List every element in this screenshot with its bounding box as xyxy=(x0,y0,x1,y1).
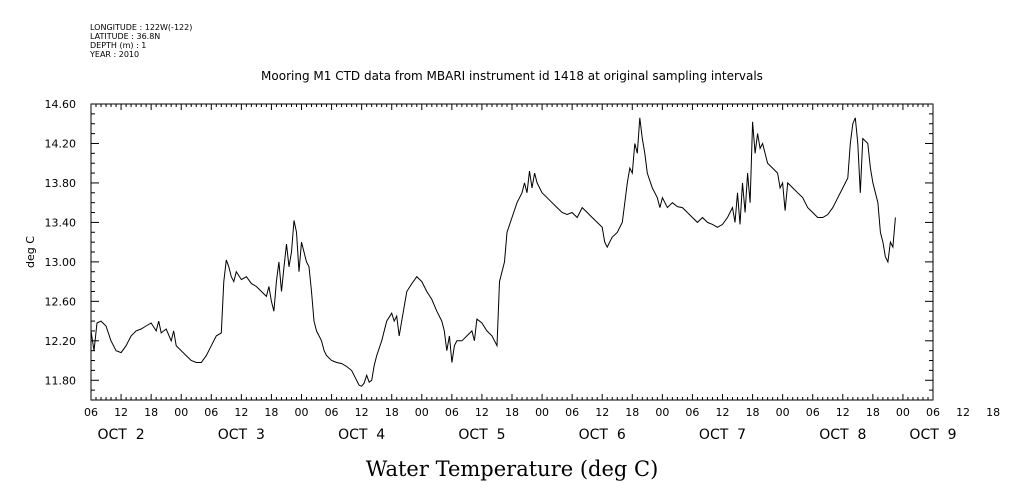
y-axis-label: deg C xyxy=(24,236,37,268)
x-tick-label: 06 xyxy=(84,406,98,419)
x-tick-label: 12 xyxy=(234,406,248,419)
x-tick-label: 18 xyxy=(866,406,880,419)
x-tick-label: 00 xyxy=(655,406,669,419)
x-tick-label: 18 xyxy=(625,406,639,419)
y-tick-label: 13.40 xyxy=(45,216,77,229)
y-tick-label: 12.60 xyxy=(45,295,77,308)
x-tick-label: 18 xyxy=(505,406,519,419)
x-day-label: OCT 9 xyxy=(909,427,956,443)
y-tick-label: 14.20 xyxy=(45,137,77,150)
x-tick-label: 06 xyxy=(325,406,339,419)
x-tick-label: 06 xyxy=(685,406,699,419)
x-tick-label: 12 xyxy=(716,406,730,419)
x-day-label: OCT 4 xyxy=(338,427,385,443)
x-axis-label: Water Temperature (deg C) xyxy=(366,457,659,481)
x-tick-label: 00 xyxy=(295,406,309,419)
x-tick-label: 12 xyxy=(956,406,970,419)
x-tick-labels: 06 12 18 00 06 12 18 00 06 12 18 00 06 12 18 00 06 12 18 00… xyxy=(84,406,1000,419)
x-tick-label: 00 xyxy=(174,406,188,419)
meta-year: YEAR : 2010 xyxy=(89,50,139,59)
x-tick-label: 06 xyxy=(204,406,218,419)
meta-depth: DEPTH (m) : 1 xyxy=(90,41,146,50)
x-tick-label: 12 xyxy=(836,406,850,419)
x-tick-label: 18 xyxy=(986,406,1000,419)
x-day-label: OCT 7 xyxy=(699,427,746,443)
x-day-label: OCT 2 xyxy=(97,427,144,443)
y-tick-label: 11.80 xyxy=(45,374,77,387)
axis-ticks xyxy=(90,103,934,401)
x-tick-label: 00 xyxy=(535,406,549,419)
y-tick-labels: 11.80 12.20 12.60 13.00 13.40 13.80 14.20 14.60 xyxy=(45,98,77,387)
x-day-label: OCT 6 xyxy=(579,427,626,443)
y-tick-label: 12.20 xyxy=(45,335,77,348)
water-temperature-line xyxy=(90,117,896,387)
x-tick-label: 06 xyxy=(806,406,820,419)
y-tick-label: 13.00 xyxy=(45,256,77,269)
x-tick-label: 06 xyxy=(565,406,579,419)
y-tick-label: 14.60 xyxy=(45,98,77,111)
x-tick-label: 12 xyxy=(355,406,369,419)
x-tick-label: 12 xyxy=(114,406,128,419)
meta-latitude: LATITUDE : 36.8N xyxy=(90,32,160,41)
x-tick-label: 12 xyxy=(475,406,489,419)
x-tick-label: 12 xyxy=(595,406,609,419)
x-tick-label: 18 xyxy=(144,406,158,419)
x-day-label: OCT 5 xyxy=(458,427,505,443)
header-meta: LONGITUDE : 122W(-122) LATITUDE : 36.8N … xyxy=(89,23,192,59)
x-tick-label: 00 xyxy=(415,406,429,419)
x-tick-label: 18 xyxy=(385,406,399,419)
chart-title: Mooring M1 CTD data from MBARI instrumen… xyxy=(261,69,763,83)
x-tick-label: 06 xyxy=(445,406,459,419)
x-day-labels: OCT 2 OCT 3 OCT 4 OCT 5 OCT 6 OCT 7 OCT 8 OCT 9 xyxy=(97,427,956,443)
x-day-label: OCT 3 xyxy=(218,427,265,443)
x-tick-label: 06 xyxy=(926,406,940,419)
y-tick-label: 13.80 xyxy=(45,177,77,190)
meta-longitude: LONGITUDE : 122W(-122) xyxy=(90,23,192,32)
x-tick-label: 00 xyxy=(776,406,790,419)
x-day-label: OCT 8 xyxy=(819,427,866,443)
x-tick-label: 18 xyxy=(264,406,278,419)
x-tick-label: 00 xyxy=(896,406,910,419)
x-tick-label: 18 xyxy=(746,406,760,419)
plot-frame xyxy=(90,103,934,401)
